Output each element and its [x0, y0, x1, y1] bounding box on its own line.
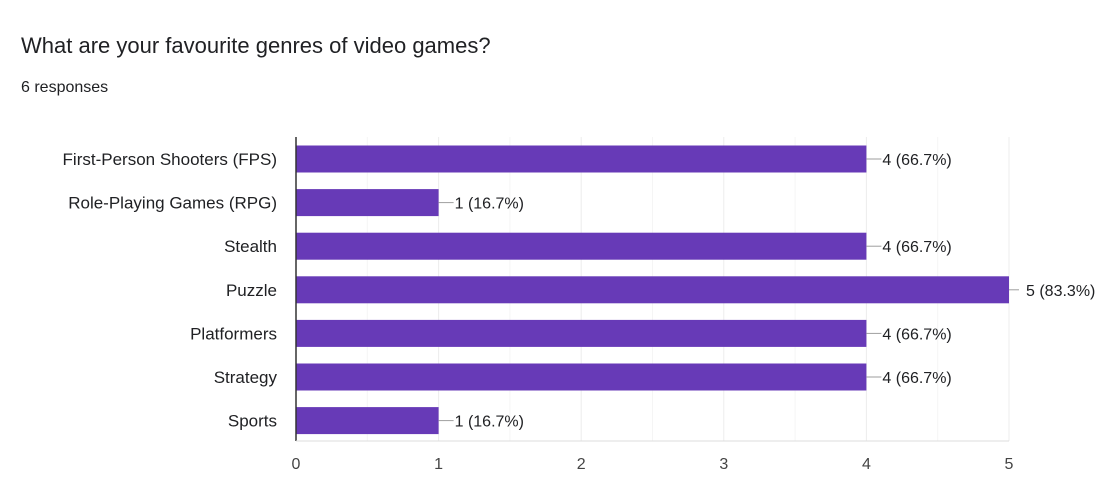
- bars: [296, 145, 1009, 435]
- category-label: First-Person Shooters (FPS): [63, 150, 277, 169]
- data-label: 5 (83.3%): [1026, 283, 1095, 300]
- x-tick-label: 4: [862, 456, 871, 473]
- labels: First-Person Shooters (FPS) 4 (66.7%) Role…: [63, 150, 1096, 431]
- data-label: 4 (66.7%): [882, 370, 951, 387]
- bar: [296, 319, 867, 347]
- category-label: Strategy: [214, 368, 278, 387]
- x-tick-label: 2: [577, 456, 586, 473]
- data-label: 1 (16.7%): [455, 414, 524, 431]
- data-label: 4 (66.7%): [882, 326, 951, 343]
- bar: [296, 145, 867, 173]
- data-label: 1 (16.7%): [455, 196, 524, 213]
- category-label: Puzzle: [226, 281, 277, 300]
- x-tick-label: 0: [292, 456, 301, 473]
- bar: [296, 363, 867, 391]
- data-label: 4 (66.7%): [882, 239, 951, 256]
- bar: [296, 189, 439, 217]
- category-label: Role-Playing Games (RPG): [68, 194, 277, 213]
- category-label: Sports: [228, 412, 277, 431]
- category-label: Stealth: [224, 237, 277, 256]
- bar: [296, 407, 439, 435]
- bar: [296, 276, 1009, 304]
- category-label: Platformers: [190, 324, 277, 343]
- axes: 0 1 2 3 4 5: [292, 137, 1014, 473]
- x-tick-label: 1: [434, 456, 443, 473]
- question-title: What are your favourite genres of video …: [21, 33, 491, 58]
- x-tick-label: 3: [719, 456, 728, 473]
- bar: [296, 232, 867, 260]
- x-tick-label: 5: [1005, 456, 1014, 473]
- response-count: 6 responses: [21, 79, 109, 96]
- data-label: 4 (66.7%): [882, 152, 951, 169]
